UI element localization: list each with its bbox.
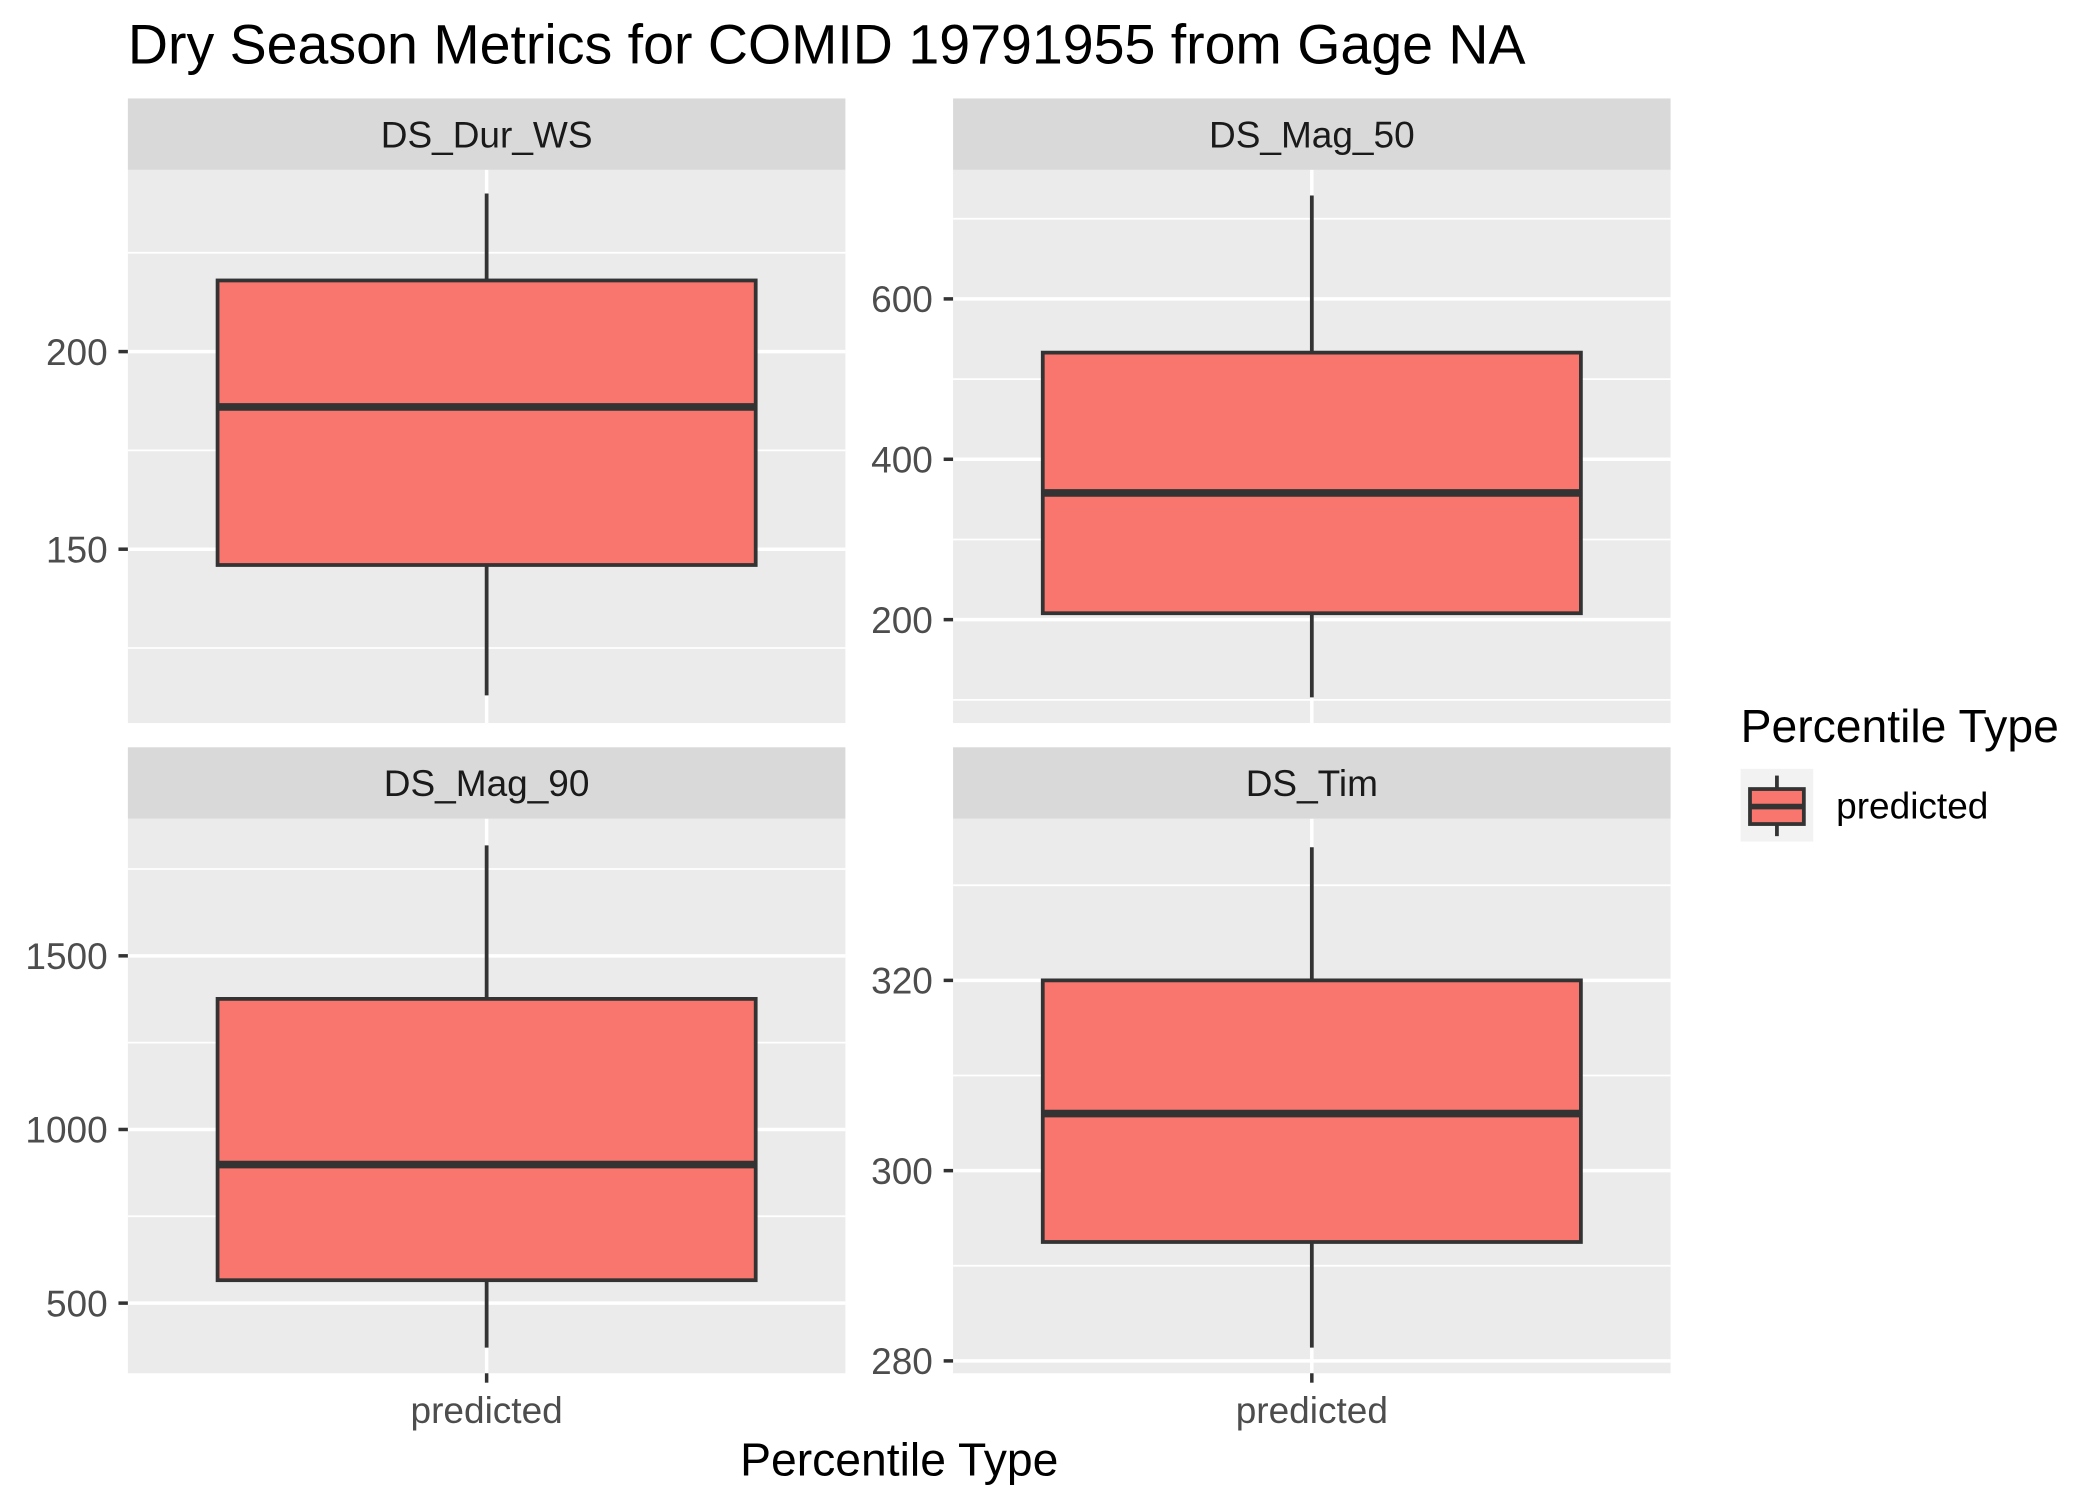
chart-title: Dry Season Metrics for COMID 19791955 fr… — [128, 13, 1526, 75]
y-tick-label: 280 — [871, 1340, 933, 1382]
y-tick-label: 300 — [871, 1150, 933, 1192]
facet-grid: DS_Dur_WS150200DS_Mag_50200400600DS_Mag_… — [25, 98, 1671, 1431]
x-tick-label: predicted — [1236, 1389, 1388, 1431]
legend: Percentile Type predicted — [1740, 700, 2059, 842]
facet-ds-tim: DS_Tim 280 300 320 predicted — [871, 747, 1671, 1431]
strip-background — [127, 98, 846, 170]
facet-ds-mag-90: DS_Mag_90 500 1000 1500 predicted — [25, 747, 846, 1431]
legend-entry-label: predicted — [1836, 785, 1988, 827]
y-tick-label: 320 — [871, 960, 933, 1002]
box-iqr — [215, 278, 758, 567]
strip-background — [953, 98, 1671, 170]
strip-background — [127, 747, 846, 819]
y-tick-label: 500 — [46, 1282, 108, 1324]
box-iqr — [215, 997, 758, 1283]
y-tick-label: 600 — [871, 278, 933, 320]
strip-background — [953, 747, 1671, 819]
legend-key — [1740, 768, 1814, 842]
facet-ds-mag-50: DS_Mag_50 200 400 600 — [871, 98, 1671, 724]
facet-ds-dur-ws: DS_Dur_WS 150 200 — [46, 98, 846, 724]
x-axis-title: Percentile Type — [740, 1434, 1058, 1486]
y-tick-label: 1500 — [25, 935, 107, 977]
x-tick-label: predicted — [411, 1389, 563, 1431]
y-tick-label: 200 — [871, 599, 933, 641]
legend-title: Percentile Type — [1741, 700, 2059, 752]
y-tick-label: 1000 — [25, 1109, 107, 1151]
box-iqr — [1040, 350, 1583, 616]
strip-label: DS_Mag_90 — [384, 762, 590, 804]
y-tick-label: 400 — [871, 438, 933, 480]
strip-label: DS_Mag_50 — [1209, 113, 1415, 155]
y-tick-label: 200 — [46, 331, 108, 373]
y-tick-label: 150 — [46, 528, 108, 570]
strip-label: DS_Dur_WS — [381, 113, 593, 155]
strip-label: DS_Tim — [1246, 762, 1378, 804]
